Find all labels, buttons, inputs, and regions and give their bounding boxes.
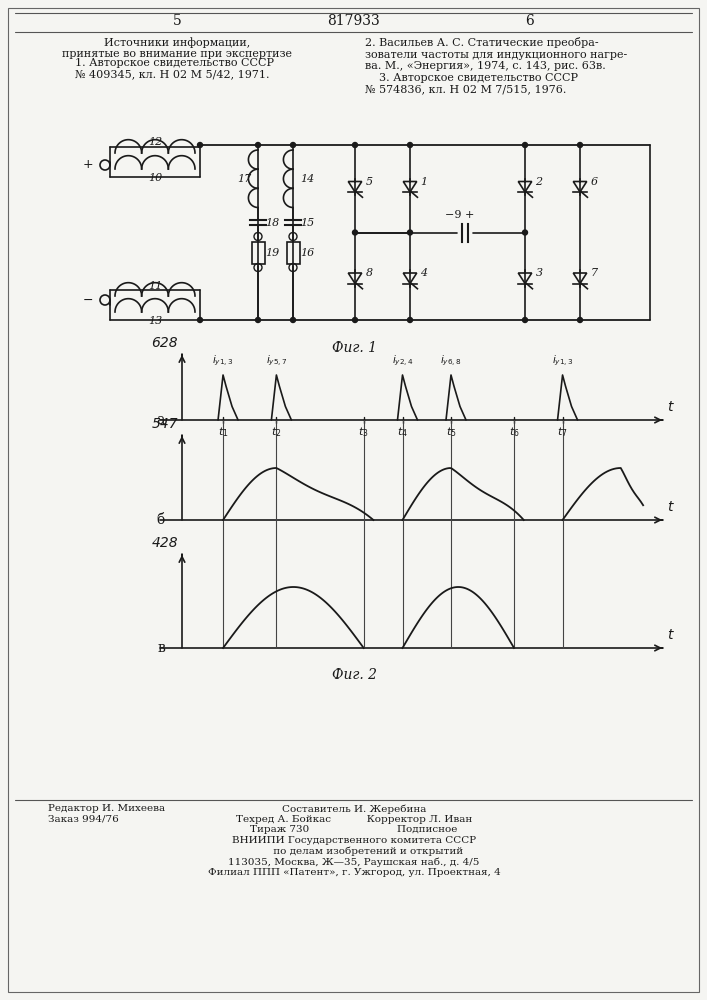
- Circle shape: [407, 318, 412, 322]
- Text: 628: 628: [151, 336, 178, 350]
- Circle shape: [353, 142, 358, 147]
- Text: 1. Авторское свидетельство СССР
№ 409345, кл. Н 02 М 5/42, 1971.: 1. Авторское свидетельство СССР № 409345…: [75, 58, 274, 80]
- Text: а: а: [157, 413, 165, 427]
- Text: $t$: $t$: [667, 400, 675, 414]
- Text: 2: 2: [535, 177, 542, 187]
- Text: $t_6$: $t_6$: [508, 425, 520, 439]
- Text: $i_{y5,7}$: $i_{y5,7}$: [266, 354, 287, 368]
- Text: 6: 6: [590, 177, 597, 187]
- Text: $t_5$: $t_5$: [445, 425, 456, 439]
- Circle shape: [407, 142, 412, 147]
- Text: +: +: [83, 158, 93, 172]
- Text: 7: 7: [590, 268, 597, 278]
- Text: 15: 15: [300, 218, 314, 228]
- Text: 11: 11: [148, 281, 162, 291]
- Circle shape: [291, 142, 296, 147]
- Text: 4: 4: [421, 268, 428, 278]
- Text: 16: 16: [300, 247, 314, 257]
- Text: б: б: [157, 513, 165, 527]
- Text: $t$: $t$: [667, 500, 675, 514]
- Text: −9 +: −9 +: [445, 210, 474, 220]
- Text: −: −: [83, 294, 93, 306]
- Text: 12: 12: [148, 137, 162, 147]
- Text: 5: 5: [366, 177, 373, 187]
- Text: $t_1$: $t_1$: [218, 425, 228, 439]
- Text: $i_{y2,4}$: $i_{y2,4}$: [392, 354, 414, 368]
- Text: 1: 1: [421, 177, 428, 187]
- Circle shape: [578, 318, 583, 322]
- Text: 13: 13: [148, 316, 162, 326]
- Text: Фиг. 1: Фиг. 1: [332, 341, 377, 355]
- Text: $t_2$: $t_2$: [271, 425, 281, 439]
- Text: 817933: 817933: [327, 14, 380, 28]
- Circle shape: [353, 318, 358, 322]
- Text: $i_{y6,8}$: $i_{y6,8}$: [440, 354, 462, 368]
- Text: 19: 19: [265, 247, 279, 257]
- Bar: [252, 241, 264, 263]
- Text: 14: 14: [300, 174, 314, 184]
- Text: Составитель И. Жеребина
Техред А. Бойкас           Корректор Л. Иван
Тираж 730  : Составитель И. Жеребина Техред А. Бойкас…: [208, 804, 501, 877]
- Text: $i_{y1,3}$: $i_{y1,3}$: [212, 354, 234, 368]
- Circle shape: [522, 142, 527, 147]
- Text: 6: 6: [525, 14, 534, 28]
- Circle shape: [353, 230, 358, 235]
- Text: 17: 17: [237, 174, 251, 184]
- Text: 8: 8: [366, 268, 373, 278]
- Text: $t_7$: $t_7$: [557, 425, 568, 439]
- Text: 3: 3: [535, 268, 542, 278]
- Text: $t_4$: $t_4$: [397, 425, 408, 439]
- Circle shape: [255, 142, 260, 147]
- Circle shape: [291, 318, 296, 322]
- Text: Фиг. 2: Фиг. 2: [332, 668, 377, 682]
- Text: Редактор И. Михеева
Заказ 994/76: Редактор И. Михеева Заказ 994/76: [48, 804, 165, 823]
- Text: 547: 547: [151, 417, 178, 431]
- Text: $i_{y1,3}$: $i_{y1,3}$: [551, 354, 573, 368]
- Text: 428: 428: [151, 536, 178, 550]
- Circle shape: [255, 318, 260, 322]
- Circle shape: [197, 142, 202, 147]
- Text: 18: 18: [265, 218, 279, 228]
- Bar: [286, 241, 300, 263]
- Text: $t_3$: $t_3$: [358, 425, 369, 439]
- Text: 2. Васильев А. С. Статические преобра-
зователи частоты для индукционного нагре-: 2. Васильев А. С. Статические преобра- з…: [365, 37, 627, 94]
- Text: $t$: $t$: [667, 628, 675, 642]
- Text: в: в: [157, 641, 165, 655]
- Circle shape: [407, 230, 412, 235]
- Text: 5: 5: [173, 14, 182, 28]
- Circle shape: [522, 230, 527, 235]
- Circle shape: [578, 142, 583, 147]
- Circle shape: [522, 318, 527, 322]
- Circle shape: [197, 318, 202, 322]
- Text: Источники информации,
принятые во внимание при экспертизе: Источники информации, принятые во вниман…: [62, 37, 292, 59]
- Text: 10: 10: [148, 173, 162, 183]
